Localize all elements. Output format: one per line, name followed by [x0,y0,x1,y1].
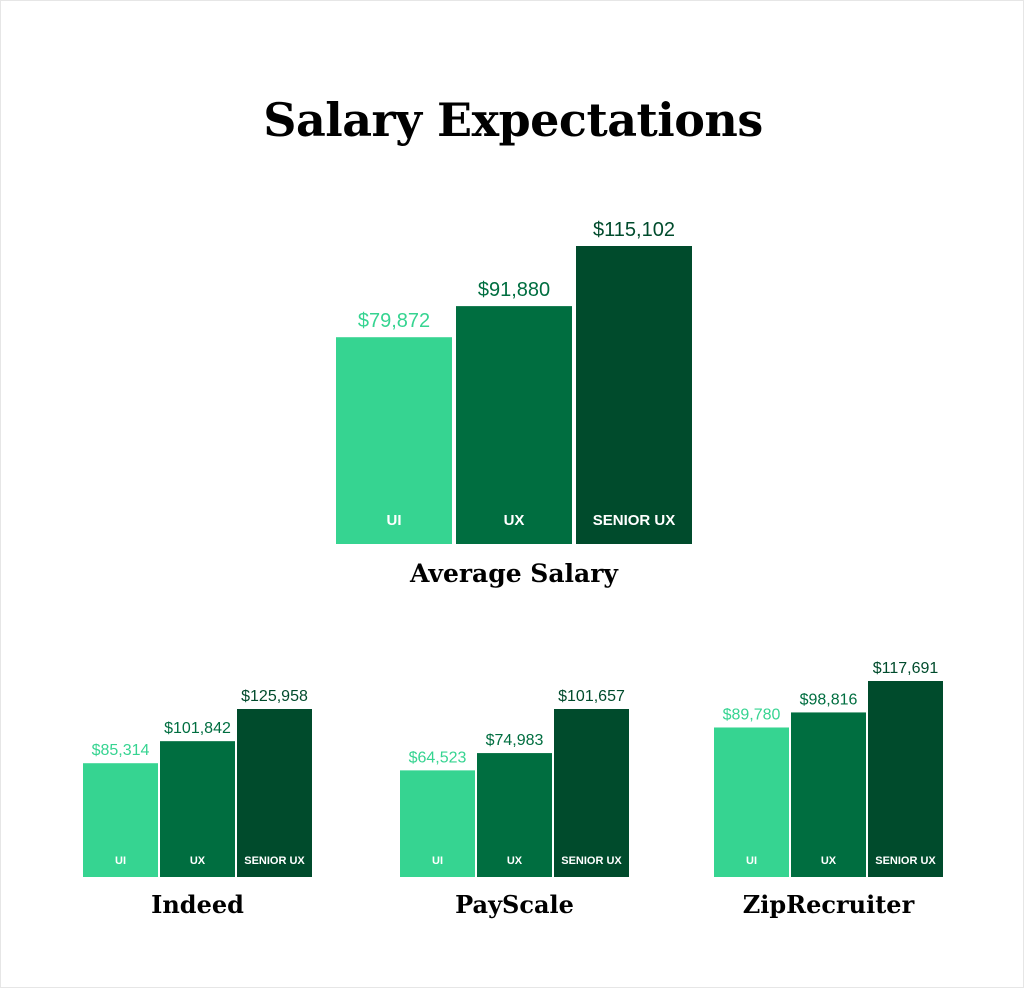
category-label-average-salary-ux: UX [504,512,525,529]
value-label-average-salary-ui: $79,872 [358,310,430,332]
page-title: Salary Expectations [263,93,763,147]
value-label-payscale-senior-ux: $101,657 [558,688,625,705]
chart-title-payscale: PayScale [455,890,574,919]
bar-payscale-ux [477,753,552,877]
category-label-payscale-senior-ux: SENIOR UX [561,855,622,867]
bar-payscale-senior-ux [554,709,629,877]
category-label-ziprecruiter-senior-ux: SENIOR UX [875,855,936,867]
bar-ziprecruiter-ui [714,727,789,877]
value-label-indeed-ui: $85,314 [92,742,150,759]
category-label-ziprecruiter-ui: UI [746,855,757,867]
bar-average-salary-ui [336,337,452,544]
value-label-indeed-senior-ux: $125,958 [241,688,308,705]
bar-ziprecruiter-ux [791,712,866,877]
value-label-ziprecruiter-ux: $98,816 [800,691,858,708]
chart-title-ziprecruiter: ZipRecruiter [743,890,915,919]
category-label-payscale-ux: UX [507,855,523,867]
chart-title-average-salary: Average Salary [409,559,619,588]
bar-indeed-senior-ux [237,709,312,877]
category-label-indeed-senior-ux: SENIOR UX [244,855,305,867]
category-label-payscale-ui: UI [432,855,443,867]
bar-ziprecruiter-senior-ux [868,681,943,877]
bar-payscale-ui [400,770,475,877]
bar-indeed-ux [160,741,235,877]
bar-average-salary-senior-ux [576,246,692,544]
category-label-indeed-ui: UI [115,855,126,867]
value-label-payscale-ui: $64,523 [409,749,467,766]
category-label-average-salary-ui: UI [387,512,402,529]
value-label-ziprecruiter-ui: $89,780 [723,706,781,723]
value-label-average-salary-ux: $91,880 [478,279,550,301]
bar-indeed-ui [83,763,158,877]
category-label-ziprecruiter-ux: UX [821,855,837,867]
value-label-indeed-ux: $101,842 [164,720,231,737]
category-label-average-salary-senior-ux: SENIOR UX [593,512,676,529]
value-label-payscale-ux: $74,983 [486,732,544,749]
bar-average-salary-ux [456,306,572,544]
category-label-indeed-ux: UX [190,855,206,867]
value-label-ziprecruiter-senior-ux: $117,691 [873,660,939,677]
chart-title-indeed: Indeed [151,890,244,919]
value-label-average-salary-senior-ux: $115,102 [593,219,675,241]
